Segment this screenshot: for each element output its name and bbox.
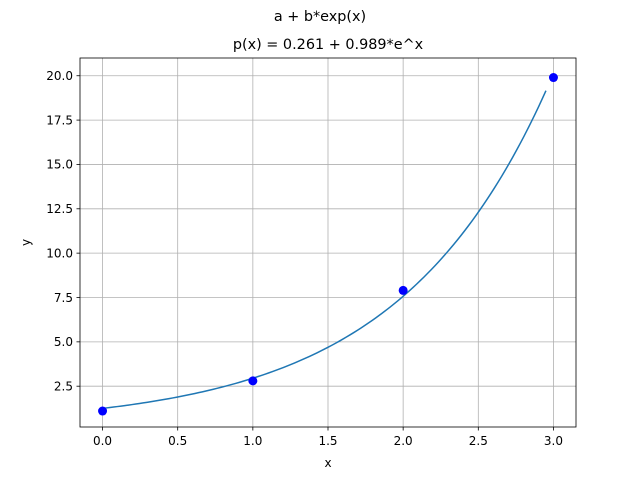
axis-ticks: 0.0 0.5 1.0 1.5 2.0 2.5 3.0 2.5 5.0 7.5 10.0 12.5 15…: [46, 69, 563, 448]
plot-series: [98, 73, 558, 416]
x-tick-label: 2.0: [394, 434, 413, 448]
x-tick-label: 1.5: [318, 434, 337, 448]
grid: [80, 58, 576, 427]
y-tick-label: 2.5: [54, 379, 73, 393]
y-tick-label: 12.5: [46, 202, 73, 216]
data-point: [398, 285, 408, 295]
x-tick-label: 0.0: [93, 434, 112, 448]
x-tick-label: 0.5: [168, 434, 187, 448]
data-point: [548, 73, 558, 83]
y-tick-label: 15.0: [46, 158, 73, 172]
chart-title: p(x) = 0.261 + 0.989*e^x: [233, 37, 424, 53]
y-tick-label: 20.0: [46, 69, 73, 83]
chart-suptitle: a + b*exp(x): [274, 9, 366, 25]
y-tick-label: 7.5: [54, 291, 73, 305]
y-tick-label: 5.0: [54, 335, 73, 349]
fit-curve: [102, 90, 547, 410]
x-tick-label: 1.0: [243, 434, 262, 448]
x-tick-label: 3.0: [544, 434, 563, 448]
x-tick-label: 2.5: [469, 434, 488, 448]
data-point: [98, 406, 108, 416]
x-axis-label: x: [324, 456, 331, 470]
y-axis-label: y: [19, 239, 33, 246]
y-tick-label: 10.0: [46, 246, 73, 260]
data-point: [248, 376, 258, 386]
y-tick-label: 17.5: [46, 113, 73, 127]
